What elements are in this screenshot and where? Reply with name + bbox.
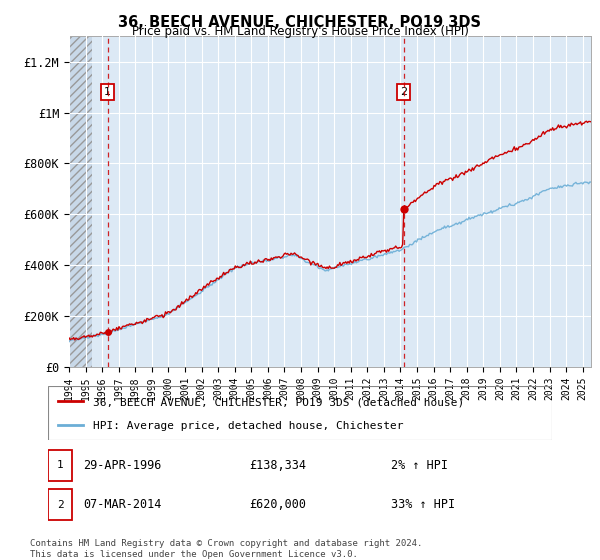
Bar [69,36,92,367]
Text: 29-APR-1996: 29-APR-1996 [83,459,161,472]
Text: 2: 2 [400,87,407,97]
Text: Contains HM Land Registry data © Crown copyright and database right 2024.
This d: Contains HM Land Registry data © Crown c… [30,539,422,559]
Text: £138,334: £138,334 [250,459,307,472]
Text: 36, BEECH AVENUE, CHICHESTER, PO19 3DS: 36, BEECH AVENUE, CHICHESTER, PO19 3DS [119,15,482,30]
Text: 1: 1 [57,460,64,470]
Text: HPI: Average price, detached house, Chichester: HPI: Average price, detached house, Chic… [94,421,404,431]
Text: Price paid vs. HM Land Registry's House Price Index (HPI): Price paid vs. HM Land Registry's House … [131,25,469,38]
Text: 33% ↑ HPI: 33% ↑ HPI [391,498,455,511]
Text: 07-MAR-2014: 07-MAR-2014 [83,498,161,511]
Bar [48,450,72,480]
Text: £620,000: £620,000 [250,498,307,511]
Text: 1: 1 [104,87,111,97]
Text: 36, BEECH AVENUE, CHICHESTER, PO19 3DS (detached house): 36, BEECH AVENUE, CHICHESTER, PO19 3DS (… [94,398,464,407]
Text: 2% ↑ HPI: 2% ↑ HPI [391,459,448,472]
Bar [48,489,72,520]
Text: 2: 2 [57,500,64,510]
